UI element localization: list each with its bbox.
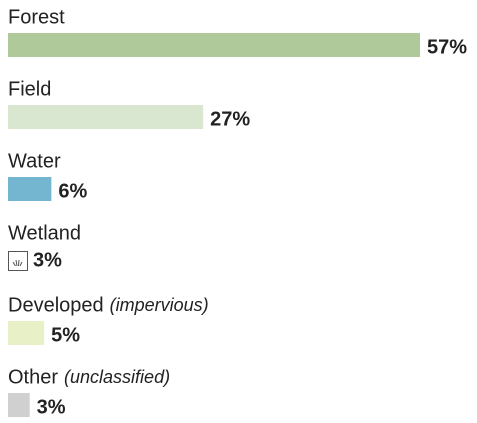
category-label: Wetland bbox=[8, 222, 81, 244]
value-label: 27% bbox=[210, 108, 250, 130]
icon-box bbox=[8, 251, 28, 271]
bar bbox=[8, 393, 30, 417]
category-label: Forest bbox=[8, 6, 65, 28]
category-label: Water bbox=[8, 150, 61, 172]
value-label: 3% bbox=[37, 396, 66, 418]
value-label: 57% bbox=[427, 36, 467, 58]
category-note: (unclassified) bbox=[64, 367, 170, 387]
value-label: 3% bbox=[33, 249, 62, 271]
icon-grass bbox=[18, 259, 20, 267]
icon-grass bbox=[15, 259, 18, 267]
icon-grass bbox=[19, 261, 23, 267]
category-note: (impervious) bbox=[110, 295, 209, 315]
category-label: Field bbox=[8, 78, 51, 100]
wetland-icon bbox=[8, 251, 28, 271]
category-label: Developed bbox=[8, 294, 104, 316]
category-label: Other bbox=[8, 366, 58, 388]
value-label: 5% bbox=[51, 324, 80, 346]
icon-grass bbox=[12, 261, 16, 267]
bar bbox=[8, 33, 420, 57]
bar bbox=[8, 105, 204, 129]
bar bbox=[8, 321, 45, 345]
value-label: 6% bbox=[58, 180, 87, 202]
bar bbox=[8, 177, 52, 201]
